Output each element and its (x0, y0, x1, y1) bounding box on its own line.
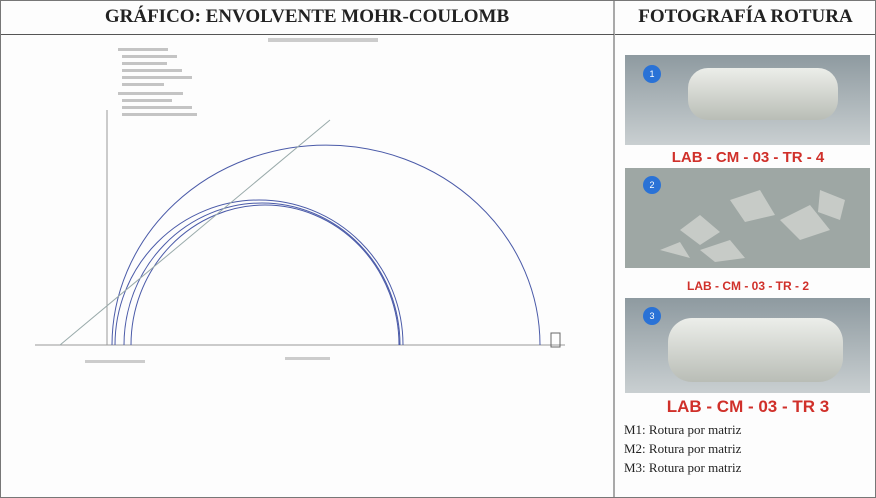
photo-badge: 1 (649, 69, 654, 79)
photo-label: LAB - CM - 03 - TR 3 (667, 397, 829, 416)
photo-2 (625, 168, 870, 268)
photo-label: LAB - CM - 03 - TR - 2 (687, 279, 809, 293)
photo-3 (625, 298, 870, 393)
mohr-chart (35, 38, 565, 363)
note: M1: Rotura por matriz (624, 422, 742, 437)
right-title: FOTOGRAFÍA ROTURA (615, 0, 876, 35)
photo-badge: 3 (649, 311, 654, 321)
photo-label: LAB - CM - 03 - TR - 4 (672, 149, 825, 166)
note: M3: Rotura por matriz (624, 460, 742, 475)
left-title: GRÁFICO: ENVOLVENTE MOHR-COULOMB (0, 0, 614, 35)
photo-1 (625, 55, 870, 145)
photo-badge: 2 (649, 180, 654, 190)
note: M2: Rotura por matriz (624, 441, 742, 456)
